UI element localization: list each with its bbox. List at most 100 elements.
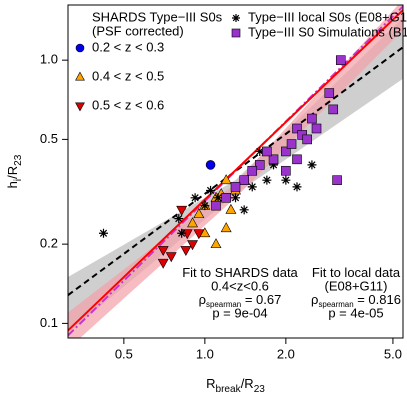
point xyxy=(307,160,317,170)
point xyxy=(180,246,192,257)
annotation-part: spearman xyxy=(318,300,353,309)
point xyxy=(247,182,257,192)
annotation-part: ρ xyxy=(199,292,206,307)
annotation-part: = 0.816 xyxy=(354,292,401,307)
point xyxy=(225,203,237,214)
point xyxy=(281,175,291,185)
point xyxy=(262,175,272,185)
point xyxy=(221,192,231,203)
annotation: Fit to local data xyxy=(312,265,401,280)
point xyxy=(230,182,241,192)
point xyxy=(190,193,200,203)
point xyxy=(255,146,265,156)
x-axis-label-part: break xyxy=(215,384,241,395)
plot-frame xyxy=(67,4,404,339)
point xyxy=(324,88,335,98)
point xyxy=(231,193,241,203)
point xyxy=(281,146,291,157)
y-axis-label: hi/R23 xyxy=(5,154,23,188)
x-axis-label-part: 23 xyxy=(254,384,266,395)
x-tick-label: 1.0 xyxy=(196,346,214,361)
point xyxy=(307,113,317,124)
annotation-part: 0.4<z<0.6 xyxy=(211,279,269,294)
point xyxy=(328,104,339,115)
y-axis-label-part: h xyxy=(5,181,20,188)
annotation: 0.4<z<0.6 xyxy=(211,279,269,294)
point xyxy=(176,205,188,216)
annotation: ρspearman = 0.67 xyxy=(199,292,282,309)
point xyxy=(174,214,184,224)
point xyxy=(213,193,223,203)
point xyxy=(231,28,241,38)
point xyxy=(206,185,216,195)
point xyxy=(247,165,258,176)
point xyxy=(220,222,232,233)
y-tick-label: 0.1 xyxy=(40,315,58,330)
point xyxy=(268,154,279,165)
point xyxy=(75,102,85,112)
point xyxy=(232,14,240,22)
point xyxy=(157,258,169,269)
y-axis-label-part: /R xyxy=(5,166,20,179)
y-tick-label: 0.2 xyxy=(40,236,58,251)
y-axis-label-part: i xyxy=(13,179,24,181)
point xyxy=(239,205,249,215)
x-axis-label-part: /R xyxy=(241,376,254,391)
point xyxy=(311,123,322,134)
point xyxy=(193,208,205,219)
legend-label: Type−III local S0s (E08+G11) xyxy=(248,9,407,24)
y-tick-label: 0.5 xyxy=(40,131,58,146)
point xyxy=(332,175,342,185)
annotation-part: Fit to local data xyxy=(312,265,401,280)
y-axis-label-part: 23 xyxy=(13,154,24,166)
annotation: Fit to SHARDS data xyxy=(182,265,298,280)
point xyxy=(335,55,346,65)
y-tick-label: 1.0 xyxy=(40,52,58,67)
x-axis-label-part: R xyxy=(206,376,215,391)
point xyxy=(157,246,169,257)
annotation: p = 4e-05 xyxy=(328,306,383,321)
point xyxy=(187,217,199,228)
annotation-part: spearman xyxy=(206,300,241,309)
annotation-part: p = 4e-05 xyxy=(328,306,383,321)
annotation-part: (E08+G11) xyxy=(325,279,388,294)
point xyxy=(177,228,187,238)
point xyxy=(292,123,302,134)
point xyxy=(302,134,312,145)
plot-area xyxy=(68,5,403,338)
point xyxy=(181,229,193,240)
point xyxy=(220,174,232,185)
point xyxy=(205,160,216,170)
x-tick-label: 5.0 xyxy=(384,346,402,361)
x-tick-label: 0.5 xyxy=(115,346,133,361)
confidence-band xyxy=(68,5,403,338)
legend-title: SHARDS Type−III S0s xyxy=(92,9,223,24)
point xyxy=(193,229,205,240)
fit-line xyxy=(68,5,403,337)
point xyxy=(75,71,85,81)
point xyxy=(187,240,199,251)
legend-label: 0.5 < z < 0.6 xyxy=(92,97,164,112)
legend-label: 0.2 < z < 0.3 xyxy=(92,39,164,54)
fit-line xyxy=(68,9,403,332)
point xyxy=(239,175,249,185)
point xyxy=(211,200,221,211)
annotation: p = 9e-04 xyxy=(212,306,267,321)
point xyxy=(262,146,272,157)
annotation-part: p = 9e-04 xyxy=(212,306,267,321)
point xyxy=(165,252,177,263)
legend-label: Type−III S0 Simulations (B14) xyxy=(248,24,407,39)
annotation-part: = 0.67 xyxy=(241,292,281,307)
legend-title: (PSF corrected) xyxy=(92,23,184,38)
x-tick-label: 2.0 xyxy=(277,346,295,361)
point xyxy=(98,228,108,238)
point xyxy=(200,201,210,211)
legend-label: 0.4 < z < 0.5 xyxy=(92,68,164,83)
point xyxy=(210,238,222,249)
point xyxy=(269,160,279,170)
annotation-part: ρ xyxy=(311,292,318,307)
point xyxy=(75,43,85,53)
point xyxy=(254,160,265,170)
annotation: (E08+G11) xyxy=(325,279,388,294)
